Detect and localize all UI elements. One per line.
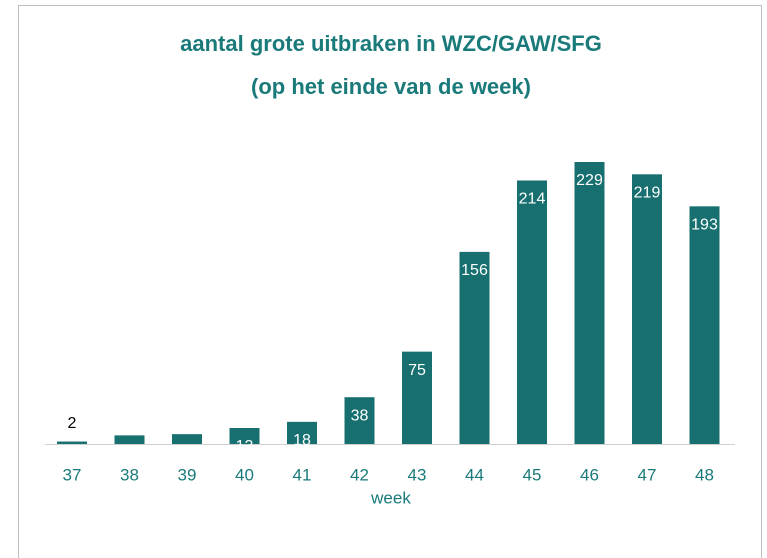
data-label: 13 xyxy=(236,438,254,455)
x-tick-label: 45 xyxy=(523,465,542,484)
x-tick-label: 48 xyxy=(695,465,714,484)
data-label: 229 xyxy=(576,172,603,189)
data-label: 7 xyxy=(125,446,134,463)
data-label: 8 xyxy=(183,444,192,461)
data-label: 75 xyxy=(408,362,426,379)
x-tick-label: 39 xyxy=(178,465,197,484)
bar xyxy=(402,351,432,444)
bar xyxy=(344,397,375,444)
x-tick-label: 37 xyxy=(63,465,82,484)
chart-title: aantal grote uitbraken in WZC/GAW/SFG xyxy=(180,31,602,56)
x-tick-label: 38 xyxy=(120,465,139,484)
bar xyxy=(287,421,317,444)
x-tick-label: 41 xyxy=(293,465,312,484)
bar xyxy=(632,174,662,445)
bar xyxy=(459,251,490,444)
data-label: 38 xyxy=(351,407,369,424)
x-tick-label: 40 xyxy=(235,465,254,484)
data-label: 193 xyxy=(691,217,718,234)
x-tick-label: 43 xyxy=(408,465,427,484)
x-tick-label: 46 xyxy=(580,465,599,484)
data-label: 156 xyxy=(461,262,488,279)
data-label: 18 xyxy=(293,432,311,449)
x-axis-label: week xyxy=(370,488,411,507)
x-tick-label: 47 xyxy=(638,465,657,484)
bar xyxy=(229,427,260,444)
data-label: 2 xyxy=(68,415,77,432)
bar xyxy=(517,180,547,444)
data-label: 219 xyxy=(634,185,661,202)
chart-title: (op het einde van de week) xyxy=(251,74,531,99)
data-label: 214 xyxy=(519,191,546,208)
bar xyxy=(574,162,605,444)
x-tick-label: 44 xyxy=(465,465,484,484)
bar xyxy=(689,206,720,444)
bar xyxy=(114,435,145,444)
bar xyxy=(172,434,202,444)
x-tick-label: 42 xyxy=(350,465,369,484)
bar xyxy=(57,441,87,444)
